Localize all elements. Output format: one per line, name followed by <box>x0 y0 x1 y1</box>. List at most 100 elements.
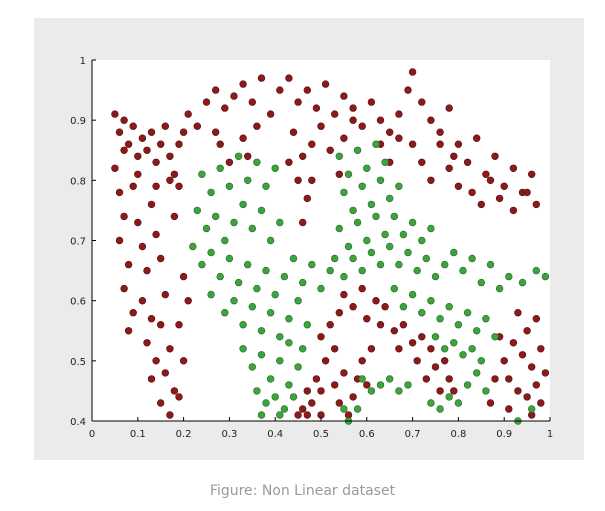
data-point <box>335 399 343 407</box>
y-tick-label: 0.5 <box>70 357 86 368</box>
data-point <box>198 260 206 269</box>
data-point <box>358 122 366 130</box>
data-point <box>367 248 376 257</box>
data-point <box>344 170 353 179</box>
data-point <box>276 333 284 341</box>
data-point <box>134 170 142 179</box>
data-point <box>340 272 348 281</box>
data-point <box>363 236 371 245</box>
data-point <box>212 128 220 136</box>
data-point <box>152 230 160 239</box>
data-point <box>482 170 490 179</box>
data-point <box>317 122 325 130</box>
data-point <box>156 140 165 148</box>
data-point <box>505 375 513 383</box>
data-point <box>491 375 499 383</box>
data-point <box>289 128 298 136</box>
x-tick-label: 0.6 <box>359 429 375 440</box>
figure-caption: Figure: Non Linear dataset <box>209 483 396 499</box>
data-point <box>523 393 531 401</box>
data-point <box>138 297 147 305</box>
data-point <box>528 405 536 413</box>
data-point <box>445 164 453 173</box>
data-point <box>244 260 252 269</box>
data-point <box>505 405 513 413</box>
data-point <box>367 387 376 395</box>
ticks-layer: 0 0.1 0.2 0.3 0.4 0.5 0.6 0.7 0.8 0.9 1 0.4 0.5 0.6 0.… <box>70 56 553 440</box>
data-point <box>266 236 275 245</box>
data-point <box>115 188 124 197</box>
data-point <box>239 134 247 142</box>
data-point <box>152 357 160 365</box>
data-point <box>120 146 128 155</box>
data-point <box>418 236 426 245</box>
x-tick-label: 1 <box>547 429 553 440</box>
data-point <box>473 134 481 142</box>
y-tick-label: 0.9 <box>70 116 86 127</box>
data-point <box>266 110 275 118</box>
data-point <box>358 266 366 275</box>
data-point <box>518 278 527 287</box>
data-point <box>294 176 302 185</box>
data-point <box>143 266 151 275</box>
data-point <box>358 182 366 191</box>
data-point <box>386 194 394 203</box>
data-point <box>143 339 151 347</box>
data-point <box>381 158 389 167</box>
data-point <box>303 387 311 395</box>
data-point <box>459 266 467 275</box>
data-point <box>285 74 293 82</box>
data-point <box>436 315 444 323</box>
data-point <box>129 182 137 191</box>
data-point <box>413 266 421 275</box>
data-point <box>532 315 540 323</box>
data-point <box>390 212 398 221</box>
data-point <box>537 345 545 353</box>
data-point <box>477 357 485 365</box>
data-point <box>179 272 188 281</box>
data-point <box>129 122 137 130</box>
data-point <box>395 110 403 118</box>
data-point <box>124 260 133 269</box>
data-point <box>225 254 234 263</box>
data-point <box>477 278 485 287</box>
data-point <box>340 290 348 299</box>
data-point <box>138 242 147 251</box>
data-point <box>193 206 202 215</box>
data-point <box>386 375 394 383</box>
data-point <box>303 86 311 94</box>
data-point <box>441 260 449 269</box>
data-point <box>230 218 238 227</box>
data-point <box>271 290 279 299</box>
data-point <box>395 345 403 353</box>
data-point <box>170 387 179 395</box>
data-point <box>285 339 293 347</box>
data-point <box>262 182 270 191</box>
data-point <box>321 80 330 88</box>
data-point <box>454 140 463 148</box>
data-point <box>427 176 435 185</box>
data-point <box>340 405 348 413</box>
data-point <box>418 98 426 106</box>
data-point <box>454 321 463 329</box>
data-point <box>367 98 376 106</box>
data-point <box>353 146 362 155</box>
data-point <box>468 254 476 263</box>
data-point <box>363 315 371 323</box>
y-tick-label: 0.4 <box>70 417 86 428</box>
data-point <box>244 152 252 161</box>
data-point <box>335 309 343 317</box>
data-point <box>299 345 307 353</box>
data-point <box>294 98 302 106</box>
data-point <box>404 381 412 389</box>
data-point <box>193 122 202 130</box>
data-point <box>349 206 357 215</box>
data-point <box>450 339 458 347</box>
data-point <box>175 140 183 148</box>
data-point <box>280 405 289 413</box>
data-point <box>248 303 257 311</box>
data-point <box>312 104 321 112</box>
data-point <box>454 399 463 407</box>
data-point <box>326 146 334 155</box>
data-point <box>179 128 188 136</box>
